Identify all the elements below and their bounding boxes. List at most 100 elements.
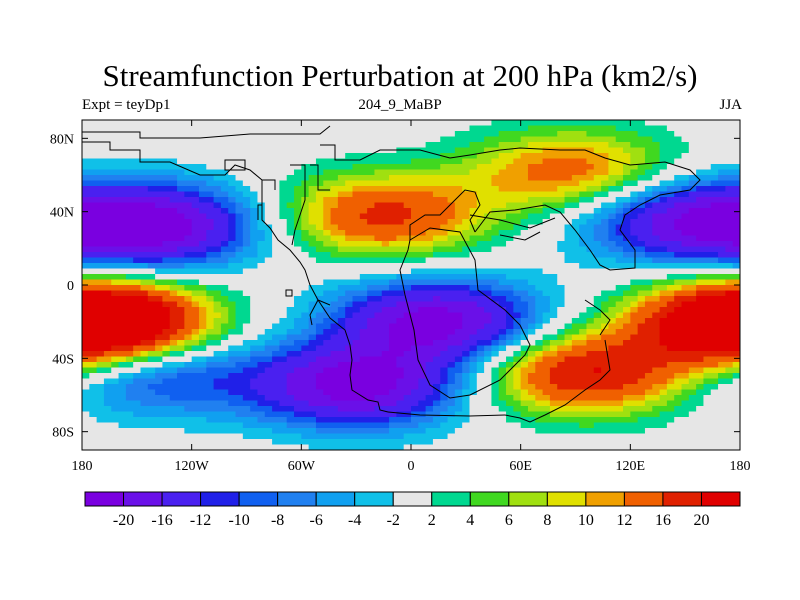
field-cell (198, 411, 207, 418)
field-cell (177, 197, 185, 204)
field-cell (367, 340, 376, 347)
field-cell (447, 334, 456, 341)
field-cell (425, 318, 434, 325)
field-cell (220, 389, 229, 396)
field-cell (593, 208, 602, 215)
field-cell (381, 389, 390, 396)
field-cell (206, 373, 215, 380)
field-cell (703, 191, 712, 198)
field-cell (389, 257, 397, 264)
field-cell (396, 191, 405, 198)
field-cell (191, 208, 200, 215)
field-cell (615, 257, 624, 264)
field-cell (440, 395, 449, 402)
field-cell (286, 125, 295, 132)
field-cell (696, 301, 705, 308)
field-cell (257, 301, 266, 308)
field-cell (89, 142, 98, 149)
field-cell (184, 252, 193, 259)
field-cell (286, 285, 295, 292)
field-cell (637, 334, 646, 341)
field-cell (264, 257, 273, 264)
field-cell (674, 406, 683, 413)
field-cell (608, 186, 617, 193)
field-cell (688, 235, 697, 242)
field-cell (155, 202, 164, 209)
field-cell (403, 406, 412, 413)
field-cell (286, 197, 295, 204)
field-cell (235, 378, 244, 385)
field-cell (535, 208, 544, 215)
field-cell (432, 169, 441, 176)
field-cell (206, 384, 215, 391)
field-cell (337, 307, 346, 314)
field-cell (564, 301, 573, 308)
field-cell (506, 186, 514, 193)
field-cell (549, 318, 558, 325)
field-cell (484, 362, 493, 369)
field-cell (191, 164, 200, 171)
field-cell (513, 384, 522, 391)
field-cell (659, 345, 668, 352)
field-cell (228, 329, 237, 336)
field-cell (608, 329, 617, 336)
field-cell (118, 400, 127, 407)
field-cell (637, 384, 646, 391)
field-cell (315, 334, 324, 341)
field-cell (710, 329, 719, 336)
field-cell (191, 230, 200, 237)
field-cell (659, 153, 668, 160)
field-cell (140, 285, 149, 292)
field-cell (418, 125, 427, 132)
field-cell (520, 230, 529, 237)
field-cell (506, 175, 514, 182)
field-cell (228, 422, 237, 429)
field-cell (374, 186, 383, 193)
field-cell (535, 395, 544, 402)
field-cell (630, 180, 639, 187)
field-cell (411, 323, 419, 330)
field-cell (162, 384, 171, 391)
field-cell (359, 202, 368, 209)
field-cell (359, 285, 368, 292)
field-cell (659, 197, 668, 204)
field-cell (82, 219, 90, 226)
field-cell (637, 345, 646, 352)
field-cell (82, 389, 90, 396)
field-cell (476, 252, 485, 259)
field-cell (586, 389, 595, 396)
field-cell (206, 334, 215, 341)
field-cell (666, 169, 675, 176)
field-cell (681, 136, 690, 143)
field-cell (374, 384, 383, 391)
field-cell (345, 389, 354, 396)
field-cell (484, 400, 493, 407)
field-cell (418, 142, 427, 149)
field-cell (286, 389, 295, 396)
field-cell (184, 356, 193, 363)
field-cell (674, 125, 683, 132)
field-cell (520, 186, 529, 193)
field-cell (644, 191, 653, 198)
field-cell (184, 142, 193, 149)
field-cell (213, 191, 222, 198)
field-cell (118, 367, 127, 374)
field-cell (133, 389, 142, 396)
field-cell (454, 219, 463, 226)
field-cell (389, 147, 397, 154)
field-cell (315, 169, 324, 176)
field-cell (447, 202, 456, 209)
field-cell (184, 131, 193, 138)
field-cell (367, 235, 376, 242)
field-cell (264, 285, 273, 292)
field-cell (381, 367, 390, 374)
field-cell (710, 175, 719, 182)
field-cell (184, 351, 193, 358)
field-cell (308, 312, 317, 319)
field-cell (725, 351, 734, 358)
field-cell (703, 290, 712, 297)
field-cell (389, 422, 397, 429)
field-cell (315, 312, 324, 319)
field-cell (732, 125, 740, 132)
field-cell (484, 208, 493, 215)
